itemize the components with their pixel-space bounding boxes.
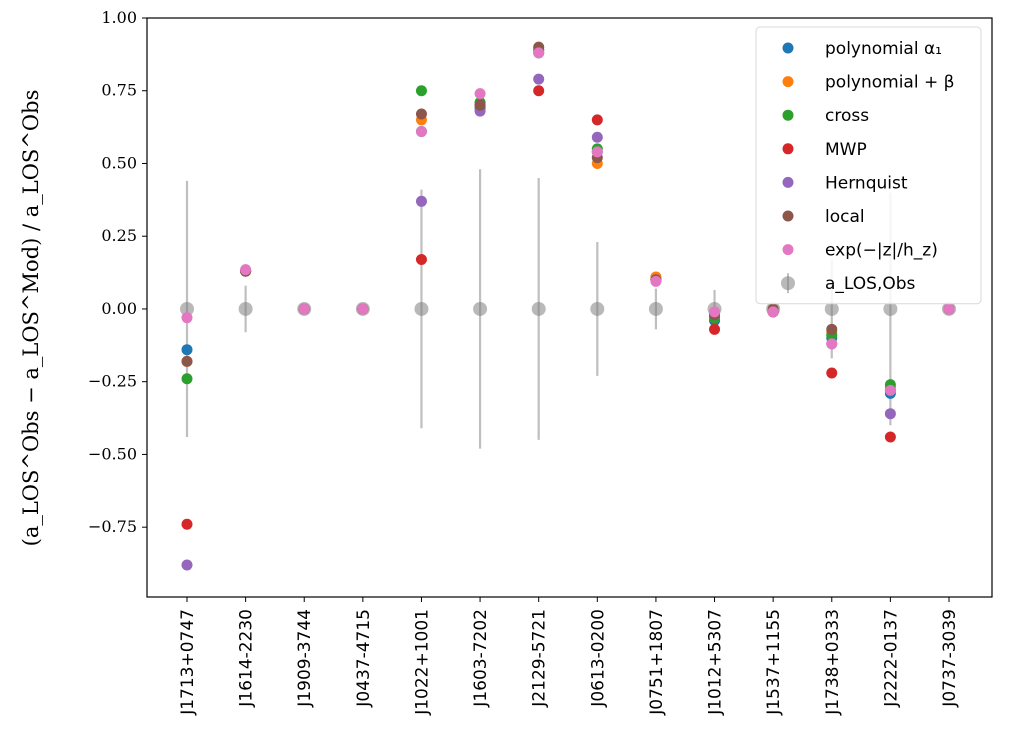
x-tick-label: J0613-0200 — [588, 609, 608, 708]
series-point-0 — [181, 344, 193, 356]
series-point-3 — [709, 323, 721, 335]
legend-box — [755, 26, 982, 305]
y-tick-label: 0.75 — [101, 81, 137, 100]
series-point-6 — [181, 312, 193, 324]
series-point-3 — [415, 253, 427, 265]
legend-label: exp(−|z|/h_z) — [825, 241, 938, 261]
series-point-6 — [767, 306, 779, 318]
series-point-3 — [591, 114, 603, 126]
series-point-2 — [415, 85, 427, 97]
legend-marker — [782, 109, 794, 121]
y-tick-label: 1.00 — [101, 8, 137, 27]
x-tick-label: J0751+1807 — [647, 609, 667, 716]
legend-label: a_LOS,Obs — [825, 274, 916, 294]
x-tick-label: J1614-2230 — [237, 609, 257, 708]
x-tick-label: J1022+1001 — [412, 609, 432, 716]
series-point-6 — [415, 125, 427, 137]
observed-point — [180, 301, 194, 316]
series-point-5 — [415, 108, 427, 120]
y-axis: −0.75 −0.50 −0.25 0.00 0.25 0.50 0.75 1.00 — [88, 8, 147, 536]
observed-point — [590, 301, 605, 316]
legend-label: polynomial + β — [825, 73, 954, 93]
x-tick-label: J0737-3039 — [940, 609, 960, 708]
observed-point — [648, 301, 663, 316]
observed-point — [883, 301, 898, 316]
series-point-6 — [826, 338, 838, 350]
series-point-4 — [533, 73, 545, 85]
series-point-6 — [591, 146, 603, 158]
series-point-3 — [181, 518, 193, 530]
legend-label: MWP — [825, 140, 867, 160]
series-point-6 — [298, 303, 310, 315]
x-tick-label: J1537+1155 — [764, 609, 784, 716]
x-tick-label: J1603-7202 — [471, 609, 491, 708]
legend-marker — [781, 276, 795, 291]
legend-marker — [782, 176, 794, 188]
x-tick-label: J1713+0747 — [178, 609, 198, 716]
series-point-5 — [826, 323, 838, 335]
series-point-3 — [884, 431, 896, 443]
series-point-5 — [181, 355, 193, 367]
x-tick-label: J1738+0333 — [823, 609, 843, 716]
y-tick-label: −0.75 — [88, 517, 137, 536]
observed-point — [531, 301, 546, 316]
series-point-6 — [709, 306, 721, 318]
legend-label: cross — [825, 106, 869, 126]
series-point-4 — [591, 131, 603, 143]
x-axis: J1713+0747 J1614-2230 J1909-3744 J0437-4715… — [178, 597, 960, 716]
legend-label: Hernquist — [825, 173, 908, 193]
y-tick-label: −0.25 — [88, 372, 137, 391]
x-tick-label: J0437-4715 — [354, 609, 374, 708]
series-point-6 — [240, 264, 252, 276]
y-tick-label: 0.00 — [101, 299, 137, 318]
observed-point — [414, 301, 429, 316]
series-point-4 — [415, 195, 427, 207]
point-layer — [181, 41, 955, 571]
y-axis-label: (a_LOS^Obs − a_LOS^Mod) / a_LOS^Obs — [19, 90, 43, 547]
series-point-6 — [474, 88, 486, 100]
observed-point — [824, 301, 839, 316]
legend-marker — [782, 42, 794, 54]
legend: polynomial α₁ polynomial + β cross MWP Hernq… — [755, 26, 982, 305]
x-tick-label: J1012+5307 — [706, 609, 726, 716]
plot-frame — [146, 17, 993, 598]
legend-marker — [782, 76, 794, 88]
legend-label: polynomial α₁ — [825, 39, 942, 59]
series-point-3 — [826, 367, 838, 379]
series-point-3 — [533, 85, 545, 97]
x-tick-label: J1909-3744 — [295, 609, 315, 708]
x-tick-label: J2129-5721 — [530, 609, 550, 708]
series-point-4 — [181, 559, 193, 571]
observed-point — [238, 301, 253, 316]
series-point-6 — [884, 384, 896, 396]
legend-marker — [782, 210, 794, 222]
series-point-6 — [650, 275, 662, 287]
x-tick-label: J2222-0137 — [881, 609, 901, 708]
series-point-6 — [943, 303, 955, 315]
y-tick-label: −0.50 — [88, 444, 137, 463]
series-point-4 — [884, 408, 896, 420]
legend-marker — [782, 244, 794, 256]
series-point-6 — [533, 47, 545, 59]
series-point-6 — [357, 303, 369, 315]
y-tick-label: 0.25 — [101, 226, 137, 245]
legend-marker — [782, 143, 794, 155]
observed-point — [473, 301, 488, 316]
y-tick-label: 0.50 — [101, 153, 137, 172]
legend-label: local — [825, 207, 865, 227]
series-point-2 — [181, 373, 193, 385]
series-point-5 — [474, 99, 486, 111]
